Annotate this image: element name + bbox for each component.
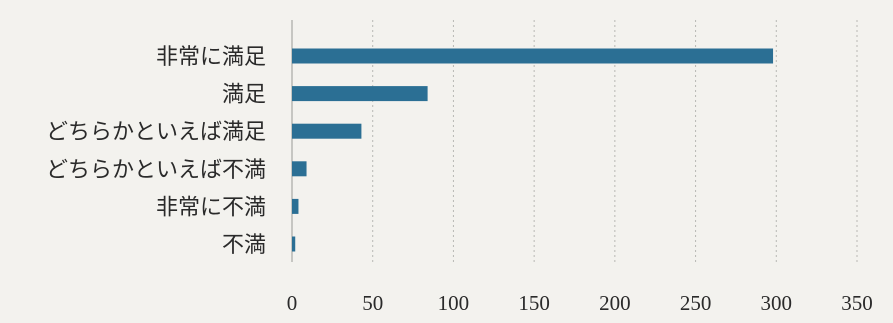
bar-layer <box>292 48 774 252</box>
x-tick-label: 350 <box>841 291 873 315</box>
category-label: 非常に不満 <box>156 195 266 220</box>
bar-3 <box>292 161 307 177</box>
x-tick-label: 200 <box>599 291 631 315</box>
bar-5 <box>292 236 296 252</box>
x-tick-label: 300 <box>761 291 793 315</box>
x-tick-label: 100 <box>438 291 470 315</box>
category-label: どちらかといえば不満 <box>46 158 266 183</box>
category-label: 不満 <box>222 233 266 258</box>
x-tick-label: 250 <box>680 291 712 315</box>
bar-4 <box>292 198 299 214</box>
category-label: どちらかといえば満足 <box>46 120 266 145</box>
x-tick-label: 50 <box>362 291 383 315</box>
x-tick-label: 0 <box>287 291 298 315</box>
bar-2 <box>292 123 362 139</box>
bar-0 <box>292 48 774 64</box>
tick-labels: 0 50 100 150 200 250 300 350 <box>287 291 873 315</box>
bar-1 <box>292 86 428 102</box>
x-tick-label: 150 <box>518 291 550 315</box>
category-label: 非常に満足 <box>156 45 266 70</box>
category-label: 満足 <box>222 83 266 108</box>
